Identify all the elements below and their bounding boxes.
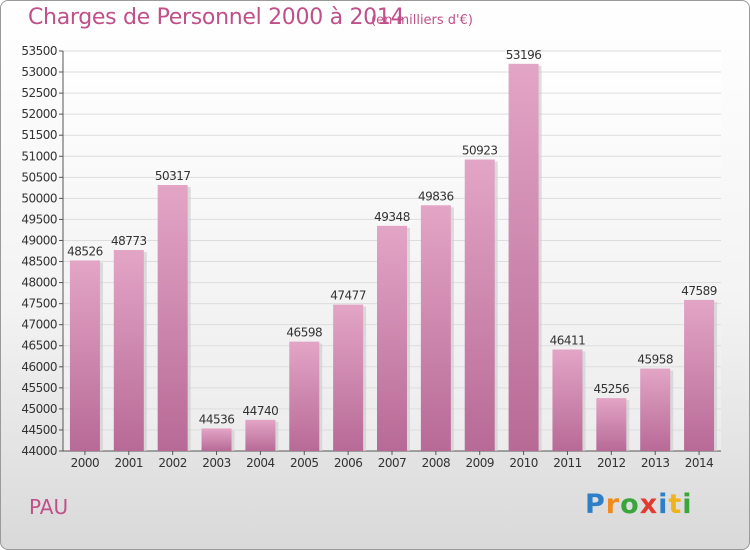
- logo-letter: i: [658, 489, 669, 520]
- x-tick-label: 2005: [290, 456, 319, 470]
- y-tick-label: 45000: [21, 402, 57, 416]
- logo-letter: o: [620, 489, 640, 520]
- data-label: 47477: [330, 289, 366, 303]
- bar: [333, 304, 364, 451]
- data-label: 50317: [155, 169, 191, 183]
- data-label: 46598: [286, 326, 322, 340]
- bar: [245, 419, 276, 451]
- x-tick-label: 2003: [202, 456, 231, 470]
- y-tick-label: 47000: [21, 318, 57, 332]
- y-tick-label: 51500: [21, 128, 57, 142]
- y-tick-label: 48000: [21, 276, 57, 290]
- bar: [640, 368, 671, 451]
- bar: [289, 341, 320, 451]
- logo-letter: x: [639, 489, 659, 520]
- data-label: 50923: [462, 144, 498, 158]
- bar: [69, 260, 100, 451]
- y-tick-label: 46000: [21, 360, 57, 374]
- y-tick-label: 50000: [21, 191, 57, 205]
- bar: [157, 185, 188, 451]
- x-tick-label: 2009: [465, 456, 494, 470]
- bar: [684, 299, 715, 451]
- chart-subtitle: (en milliers d'€): [371, 13, 473, 28]
- bar: [464, 159, 495, 452]
- y-tick-label: 50500: [21, 170, 57, 184]
- bar: [596, 398, 627, 451]
- x-tick-label: 2013: [641, 456, 670, 470]
- y-tick-label: 44500: [21, 423, 57, 437]
- data-label: 49348: [374, 210, 410, 224]
- data-label: 48773: [111, 234, 147, 248]
- bar: [552, 349, 583, 451]
- data-label: 45958: [637, 353, 673, 367]
- y-tick-label: 53500: [21, 44, 57, 58]
- y-tick-label: 47500: [21, 297, 57, 311]
- data-label: 45256: [593, 382, 629, 396]
- x-tick-label: 2006: [334, 456, 363, 470]
- x-tick-label: 2001: [115, 456, 144, 470]
- x-tick-label: 2012: [597, 456, 626, 470]
- x-tick-label: 2010: [509, 456, 538, 470]
- bar: [201, 428, 232, 451]
- y-tick-label: 52000: [21, 107, 57, 121]
- logo-letter: i: [682, 489, 693, 520]
- x-tick-label: 2007: [378, 456, 407, 470]
- x-tick-label: 2000: [71, 456, 100, 470]
- data-label: 44536: [199, 412, 235, 426]
- y-tick-label: 46500: [21, 339, 57, 353]
- y-tick-label: 49000: [21, 233, 57, 247]
- x-tick-label: 2004: [246, 456, 275, 470]
- bar: [377, 225, 407, 451]
- x-tick-label: 2014: [685, 456, 714, 470]
- y-tick-label: 44000: [21, 444, 57, 458]
- y-tick-label: 49500: [21, 212, 57, 226]
- bar: [508, 63, 539, 452]
- bar: [113, 250, 144, 451]
- data-label: 48526: [67, 244, 103, 258]
- y-tick-label: 52500: [21, 86, 57, 100]
- x-tick-label: 2002: [158, 456, 187, 470]
- chart-title: Charges de Personnel 2000 à 2014: [28, 5, 405, 30]
- y-tick-label: 51000: [21, 149, 57, 163]
- data-label: 49836: [418, 189, 454, 203]
- data-label: 53196: [506, 48, 542, 62]
- y-tick-label: 45500: [21, 381, 57, 395]
- x-tick-label: 2008: [422, 456, 451, 470]
- logo-letter: t: [668, 489, 683, 520]
- data-label: 47589: [681, 284, 717, 298]
- logo-letter: r: [605, 489, 621, 520]
- proxiti-logo: Proxiti: [585, 489, 693, 520]
- logo-letter: P: [585, 489, 606, 520]
- data-label: 44740: [243, 404, 279, 418]
- bar: [420, 205, 451, 451]
- x-tick-label: 2011: [553, 456, 582, 470]
- y-tick-label: 53000: [21, 65, 57, 79]
- data-label: 46411: [550, 333, 586, 347]
- city-label: PAU: [29, 495, 69, 519]
- y-tick-label: 48500: [21, 255, 57, 269]
